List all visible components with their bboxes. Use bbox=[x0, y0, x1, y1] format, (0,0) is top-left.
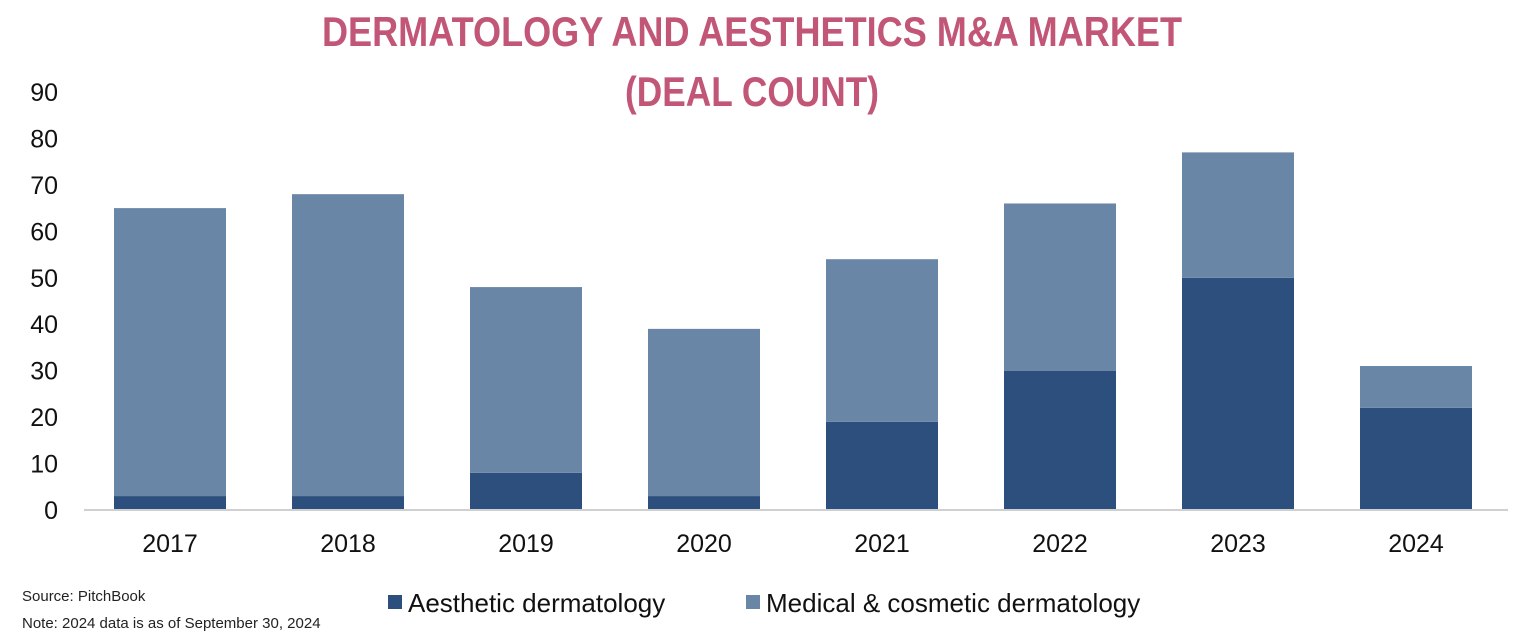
y-tick-label: 20 bbox=[30, 404, 58, 432]
legend-label: Medical & cosmetic dermatology bbox=[766, 588, 1140, 618]
x-tick-label: 2019 bbox=[498, 530, 554, 558]
chart-subtitle: (DEAL COUNT) bbox=[625, 68, 879, 115]
y-axis: 0 10 20 30 40 50 60 70 80 90 bbox=[30, 79, 58, 525]
legend-swatch-medical-cosmetic bbox=[746, 595, 760, 609]
y-tick-label: 70 bbox=[30, 172, 58, 200]
bars bbox=[114, 152, 1472, 510]
x-tick-label: 2017 bbox=[142, 530, 198, 558]
bar-medical-cosmetic-2023 bbox=[1182, 152, 1294, 278]
bar-aesthetic-2021 bbox=[826, 421, 938, 510]
x-axis: 2017 2018 2019 2020 2021 2022 2023 2024 bbox=[142, 530, 1444, 558]
x-tick-label: 2021 bbox=[854, 530, 910, 558]
x-tick-label: 2024 bbox=[1388, 530, 1444, 558]
bar-medical-cosmetic-2022 bbox=[1004, 203, 1116, 371]
y-tick-label: 30 bbox=[30, 358, 58, 386]
legend: Aesthetic dermatology Medical & cosmetic … bbox=[388, 588, 1140, 618]
bar-aesthetic-2022 bbox=[1004, 370, 1116, 510]
x-tick-label: 2023 bbox=[1210, 530, 1266, 558]
y-tick-label: 60 bbox=[30, 218, 58, 246]
bar-medical-cosmetic-2021 bbox=[826, 259, 938, 422]
data-note: Note: 2024 data is as of September 30, 2… bbox=[22, 615, 321, 632]
bar-aesthetic-2017 bbox=[114, 496, 226, 510]
y-tick-label: 90 bbox=[30, 79, 58, 107]
x-tick-label: 2018 bbox=[320, 530, 376, 558]
bar-aesthetic-2023 bbox=[1182, 277, 1294, 510]
bar-medical-cosmetic-2024 bbox=[1360, 366, 1472, 408]
x-tick-label: 2020 bbox=[676, 530, 732, 558]
legend-swatch-aesthetic bbox=[388, 595, 402, 609]
y-tick-label: 10 bbox=[30, 451, 58, 479]
bar-aesthetic-2020 bbox=[648, 496, 760, 510]
y-tick-label: 0 bbox=[44, 497, 58, 525]
source-note: Source: PitchBook bbox=[22, 588, 146, 605]
y-tick-label: 40 bbox=[30, 311, 58, 339]
chart-title: DERMATOLOGY AND AESTHETICS M&A MARKET bbox=[322, 8, 1182, 55]
bar-medical-cosmetic-2020 bbox=[648, 328, 760, 497]
y-tick-label: 50 bbox=[30, 265, 58, 293]
x-tick-label: 2022 bbox=[1032, 530, 1088, 558]
bar-medical-cosmetic-2017 bbox=[114, 208, 226, 497]
bar-medical-cosmetic-2019 bbox=[470, 287, 582, 473]
legend-label: Aesthetic dermatology bbox=[408, 588, 665, 618]
bar-aesthetic-2019 bbox=[470, 472, 582, 510]
bar-aesthetic-2024 bbox=[1360, 407, 1472, 510]
bar-aesthetic-2018 bbox=[292, 496, 404, 510]
y-tick-label: 80 bbox=[30, 125, 58, 153]
bar-medical-cosmetic-2018 bbox=[292, 194, 404, 497]
